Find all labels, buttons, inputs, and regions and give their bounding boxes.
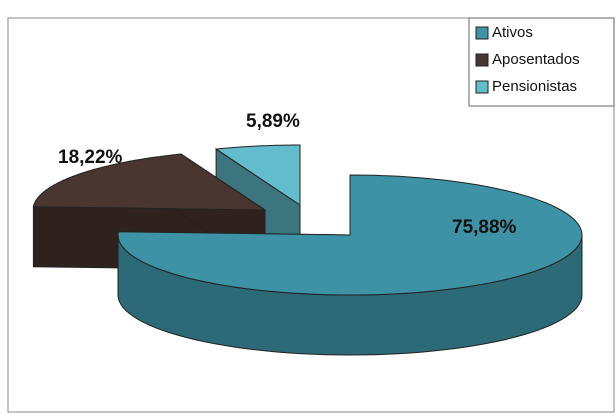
legend-swatch — [475, 53, 489, 67]
slice-top — [117, 174, 583, 296]
data-label: 75,88% — [452, 217, 517, 238]
legend-swatch — [475, 26, 489, 40]
pie — [32, 144, 583, 356]
data-label: 5,89% — [246, 111, 300, 132]
legend-swatch — [475, 80, 489, 94]
data-label: 18,22% — [58, 147, 123, 168]
legend-label: Ativos — [492, 24, 533, 41]
legend-label: Aposentados — [492, 51, 580, 68]
legend-label: Pensionistas — [492, 78, 577, 95]
slice-top — [214, 144, 301, 206]
legend-box — [468, 17, 615, 107]
slice — [117, 174, 583, 356]
slice-top — [32, 153, 267, 211]
data-labels: 75,88% 18,22% 5,89% — [58, 111, 517, 238]
legend: Ativos Aposentados Pensionistas — [475, 24, 580, 95]
